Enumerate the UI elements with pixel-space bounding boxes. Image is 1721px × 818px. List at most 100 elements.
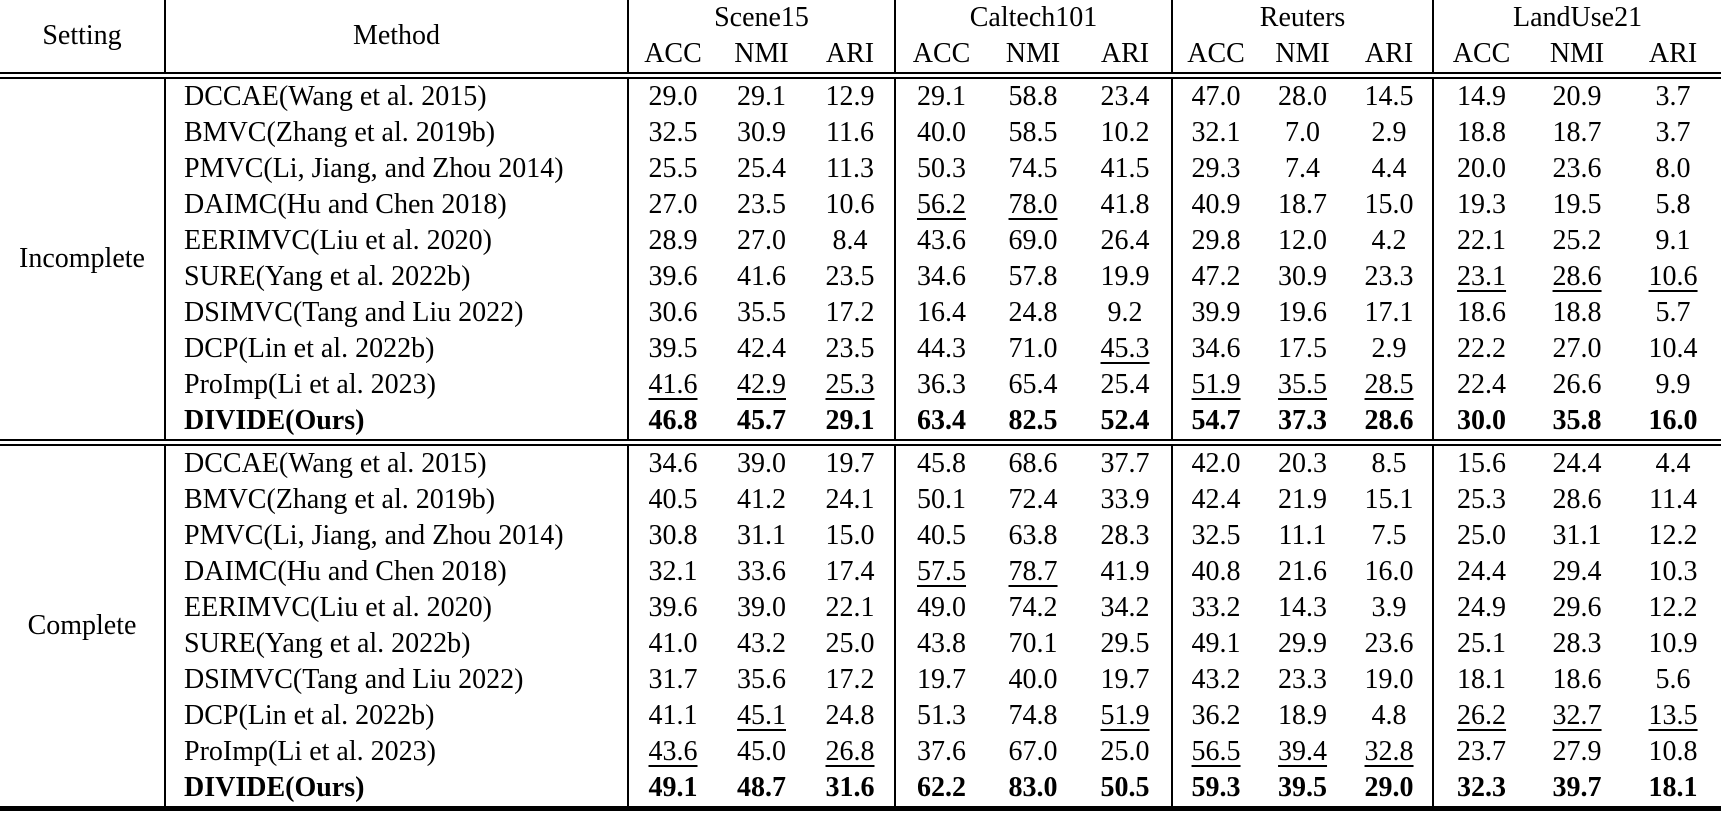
table-row: SURE(Yang et al. 2022b) 41.0 43.2 25.0 43.8 7…: [0, 626, 1721, 662]
value-cell: 17.4: [806, 554, 897, 590]
value-cell: 40.9: [1191, 189, 1241, 220]
value-cell: 23.1: [1457, 261, 1507, 292]
value-cell: 25.3: [1457, 484, 1507, 515]
header-metric: ARI: [1079, 36, 1174, 79]
value-cell: 7.4: [1285, 153, 1321, 184]
value-cell: 40.5: [917, 520, 967, 551]
value-cell: 17.1: [1346, 295, 1435, 331]
value-cell: 37.7: [1079, 442, 1174, 482]
value-cell: 56.2: [917, 189, 967, 220]
value-cell: 7.5: [1346, 518, 1435, 554]
method-cell: DSIMVC(Tang and Liu 2022): [165, 295, 629, 331]
value-cell: 22.1: [806, 590, 897, 626]
value-cell: 20.9: [1552, 81, 1602, 112]
value-cell: 3.9: [1346, 590, 1435, 626]
value-cell: 35.5: [737, 297, 786, 328]
value-cell: 3.7: [1655, 81, 1691, 112]
value-cell: 63.4: [895, 403, 988, 446]
value-cell: 22.2: [1457, 333, 1507, 364]
value-cell: 78.0: [1008, 189, 1058, 220]
value-cell: 14.3: [1278, 592, 1328, 623]
value-cell: 21.9: [1278, 484, 1328, 515]
value-cell: 41.6: [648, 369, 698, 400]
method-cell: DSIMVC(Tang and Liu 2022): [165, 662, 629, 698]
value-cell: 9.9: [1655, 369, 1691, 400]
table-row: Complete DCCAE(Wang et al. 2015) 34.6 39.0 1…: [0, 442, 1721, 811]
value-cell: 12.2: [1648, 520, 1698, 551]
value-cell: 43.6: [917, 225, 967, 256]
header-metric: ACC: [895, 36, 988, 79]
table-header: Setting Method Scene15 Caltech101 Reuter…: [0, 0, 1721, 79]
value-cell: 25.0: [1079, 734, 1174, 770]
value-cell: 26.2: [1457, 700, 1507, 731]
value-cell: 2.9: [1346, 331, 1435, 367]
value-cell: 35.8: [1529, 403, 1626, 446]
value-cell: 51.9: [1079, 698, 1174, 734]
value-cell: 42.4: [1191, 484, 1241, 515]
value-cell: 19.5: [1552, 189, 1602, 220]
value-cell: 18.1: [1625, 770, 1721, 811]
value-cell: 33.2: [1191, 592, 1241, 623]
value-cell: 17.5: [1278, 333, 1328, 364]
value-cell: 10.2: [1079, 115, 1174, 151]
header-metric: ACC: [1172, 36, 1260, 79]
value-cell: 45.1: [737, 700, 786, 731]
value-cell: 35.6: [737, 664, 786, 695]
method-cell: DCP(Lin et al. 2022b): [165, 698, 629, 734]
value-cell: 35.5: [1278, 369, 1328, 400]
value-cell: 28.9: [648, 225, 698, 256]
value-cell: 46.8: [628, 403, 717, 446]
value-cell: 41.2: [737, 484, 786, 515]
value-cell: 18.8: [1552, 297, 1602, 328]
value-cell: 43.2: [1191, 664, 1241, 695]
value-cell: 10.8: [1648, 736, 1698, 767]
header-group-reuters: Reuters: [1172, 0, 1435, 36]
value-cell: 20.3: [1278, 448, 1328, 479]
table-row: PMVC(Li, Jiang, and Zhou 2014) 30.8 31.1 15…: [0, 518, 1721, 554]
value-cell: 39.5: [1259, 770, 1347, 811]
results-table-body: Incomplete DCCAE(Wang et al. 2015) 29.0 29.…: [0, 75, 1721, 811]
value-cell: 10.6: [806, 187, 897, 223]
value-cell: 28.0: [1278, 81, 1328, 112]
method-cell: EERIMVC(Liu et al. 2020): [165, 590, 629, 626]
method-cell: DIVIDE(Ours): [165, 770, 629, 811]
value-cell: 25.0: [806, 626, 897, 662]
value-cell: 40.0: [917, 117, 967, 148]
value-cell: 9.1: [1655, 225, 1691, 256]
value-cell: 69.0: [1008, 225, 1058, 256]
method-cell: DIVIDE(Ours): [165, 403, 629, 446]
value-cell: 3.7: [1655, 117, 1691, 148]
value-cell: 24.4: [1552, 448, 1602, 479]
value-cell: 43.2: [737, 628, 786, 659]
value-cell: 10.3: [1648, 556, 1698, 587]
value-cell: 30.6: [648, 297, 698, 328]
value-cell: 62.2: [895, 770, 988, 811]
value-cell: 50.5: [1079, 770, 1174, 811]
value-cell: 25.0: [1457, 520, 1507, 551]
value-cell: 8.4: [806, 223, 897, 259]
value-cell: 41.5: [1079, 151, 1174, 187]
value-cell: 40.5: [648, 484, 698, 515]
value-cell: 23.5: [806, 259, 897, 295]
table-row: DAIMC(Hu and Chen 2018) 27.0 23.5 10.6 56.2 7…: [0, 187, 1721, 223]
method-cell: DCCAE(Wang et al. 2015): [165, 75, 629, 115]
value-cell: 39.0: [737, 592, 786, 623]
value-cell: 29.6: [1552, 592, 1602, 623]
header-metric-row: ACC NMI ARI ACC NMI ARI ACC NMI ARI ACC …: [0, 36, 1721, 79]
value-cell: 24.1: [806, 482, 897, 518]
table-row: BMVC(Zhang et al. 2019b) 40.5 41.2 24.1 50.1…: [0, 482, 1721, 518]
value-cell: 29.8: [1191, 225, 1241, 256]
header-metric: NMI: [717, 36, 806, 79]
value-cell: 18.1: [1457, 664, 1507, 695]
value-cell: 24.8: [806, 698, 897, 734]
value-cell: 26.8: [806, 734, 897, 770]
value-cell: 70.1: [1008, 628, 1058, 659]
value-cell: 51.3: [917, 700, 967, 731]
value-cell: 17.2: [806, 295, 897, 331]
value-cell: 43.8: [917, 628, 967, 659]
value-cell: 71.0: [1008, 333, 1058, 364]
value-cell: 15.0: [1346, 187, 1435, 223]
value-cell: 13.5: [1648, 700, 1698, 731]
value-cell: 39.6: [648, 261, 698, 292]
